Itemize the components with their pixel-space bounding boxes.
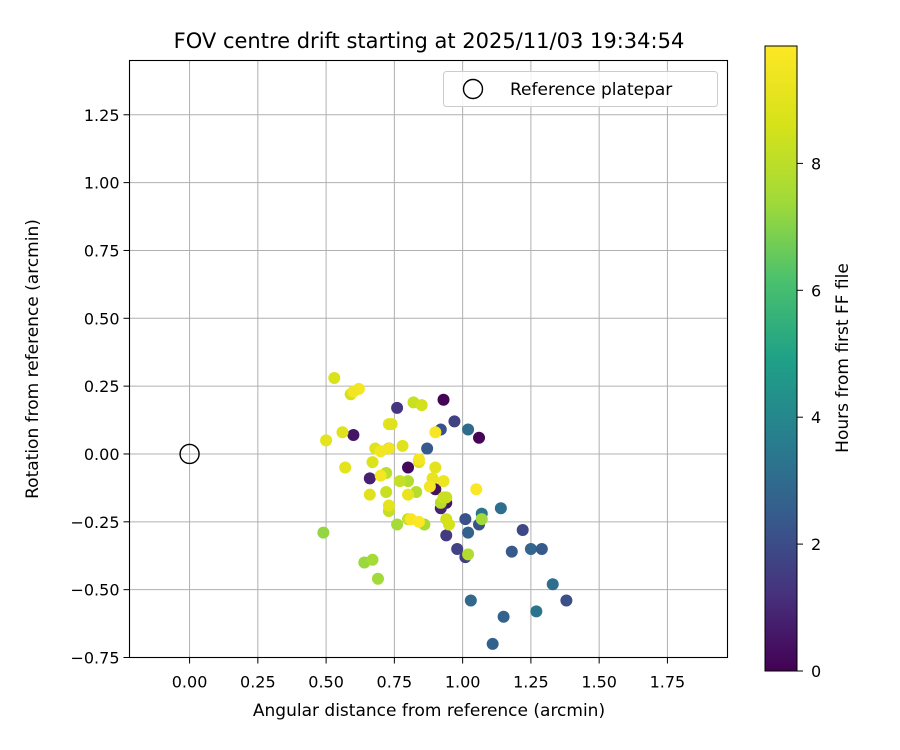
data-point <box>339 461 352 474</box>
data-point <box>473 431 486 444</box>
chart-title: FOV centre drift starting at 2025/11/03 … <box>174 29 685 53</box>
y-tick-label: 0.50 <box>84 309 120 328</box>
data-point <box>421 442 434 455</box>
legend-label: Reference platepar <box>510 80 672 100</box>
data-point <box>462 423 475 436</box>
data-point <box>320 434 333 447</box>
data-point <box>462 548 475 561</box>
data-point <box>442 518 455 531</box>
data-point <box>429 461 442 474</box>
data-point <box>336 426 349 439</box>
colorbar-tick-label: 2 <box>811 535 821 554</box>
data-point <box>448 415 461 428</box>
data-point <box>505 545 518 558</box>
reference-platepar-marker <box>179 443 200 465</box>
data-point <box>363 488 376 501</box>
data-point <box>459 513 472 526</box>
data-point <box>560 594 573 607</box>
data-point <box>440 491 453 504</box>
data-point <box>440 529 453 542</box>
data-point <box>415 399 428 412</box>
y-tick-label: −0.25 <box>70 513 119 532</box>
colorbar: 0 2 4 6 8 Hours from first FF file <box>764 45 853 681</box>
data-point <box>494 502 507 515</box>
data-point <box>402 461 415 474</box>
data-point <box>374 469 387 482</box>
data-point <box>402 488 415 501</box>
data-point <box>524 542 537 555</box>
data-point <box>535 542 548 555</box>
colorbar-gradient <box>764 45 798 672</box>
data-point <box>530 605 543 618</box>
grid-lines <box>129 60 728 658</box>
data-point <box>328 371 341 384</box>
data-point <box>546 578 559 591</box>
x-tick-label: 1.00 <box>445 673 481 692</box>
x-axis: 0.00 0.25 0.50 0.75 1.00 1.25 1.50 1.75 <box>172 657 686 692</box>
y-tick-label: 0.75 <box>84 241 120 260</box>
y-axis-label: Rotation from reference (arcmin) <box>23 219 43 499</box>
data-point <box>347 385 360 398</box>
plot-frame <box>128 59 729 659</box>
y-tick-label: −0.75 <box>70 649 119 668</box>
data-point <box>475 513 488 526</box>
y-tick-label: 1.00 <box>84 174 120 193</box>
data-point <box>371 572 384 585</box>
data-point <box>437 393 450 406</box>
data-point <box>382 442 395 455</box>
data-point <box>497 610 510 623</box>
data-point <box>470 483 483 496</box>
data-point <box>486 637 499 650</box>
x-tick-label: 0.25 <box>240 673 276 692</box>
x-tick-label: 1.50 <box>581 673 617 692</box>
data-point <box>516 523 529 536</box>
x-tick-label: 1.75 <box>650 673 686 692</box>
colorbar-label: Hours from first FF file <box>833 263 853 453</box>
legend-marker-icon <box>462 78 484 100</box>
data-point <box>366 553 379 566</box>
colorbar-ticks: 0 2 4 6 8 <box>797 154 821 681</box>
legend-box <box>443 71 718 107</box>
y-axis: −0.75 −0.50 −0.25 0.00 0.25 0.50 0.75 1.00 1.25 <box>70 106 130 668</box>
x-tick-label: 0.00 <box>172 673 208 692</box>
x-tick-label: 1.25 <box>513 673 549 692</box>
data-point <box>366 456 379 469</box>
data-point <box>423 480 436 493</box>
colorbar-tick-label: 4 <box>811 408 821 427</box>
data-point <box>412 515 425 528</box>
colorbar-tick-label: 8 <box>811 154 821 173</box>
data-point <box>391 401 404 414</box>
data-point <box>317 526 330 539</box>
data-point <box>385 418 398 431</box>
data-point <box>412 453 425 466</box>
data-point <box>380 485 393 498</box>
data-points <box>317 371 573 650</box>
data-point <box>451 542 464 555</box>
x-tick-label: 0.75 <box>377 673 413 692</box>
colorbar-tick-label: 6 <box>811 281 821 300</box>
colorbar-tick-label: 0 <box>811 662 821 681</box>
data-point <box>393 475 406 488</box>
x-tick-label: 0.50 <box>308 673 344 692</box>
data-point <box>391 518 404 531</box>
data-point <box>462 526 475 539</box>
data-point <box>363 472 376 485</box>
data-point <box>464 594 477 607</box>
legend: Reference platepar <box>443 71 718 107</box>
data-point <box>382 499 395 512</box>
data-point <box>437 475 450 488</box>
data-point <box>396 439 409 452</box>
y-tick-label: −0.50 <box>70 581 119 600</box>
data-point <box>429 426 442 439</box>
y-tick-label: 1.25 <box>84 106 120 125</box>
x-axis-label: Angular distance from reference (arcmin) <box>253 701 605 721</box>
data-point <box>347 428 360 441</box>
y-tick-label: 0.00 <box>84 445 120 464</box>
y-tick-label: 0.25 <box>84 377 120 396</box>
